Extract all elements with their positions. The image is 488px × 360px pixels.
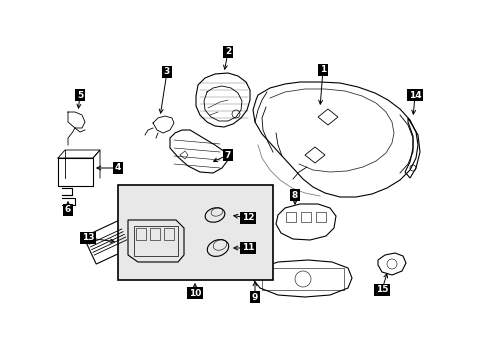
Text: 5: 5: [77, 90, 83, 99]
Bar: [118, 185, 272, 280]
Text: 14: 14: [408, 90, 421, 99]
Text: 9: 9: [251, 292, 258, 302]
Text: 12: 12: [241, 213, 254, 222]
Text: 13: 13: [81, 234, 94, 243]
Text: 3: 3: [163, 68, 170, 77]
Bar: [58, 158, 93, 186]
Bar: [150, 228, 160, 240]
Text: 7: 7: [224, 150, 231, 159]
Bar: [134, 226, 178, 256]
Bar: [136, 228, 146, 240]
Text: 15: 15: [375, 285, 387, 294]
Text: 1: 1: [319, 66, 325, 75]
Bar: [301, 212, 310, 222]
Bar: [285, 212, 295, 222]
Text: 11: 11: [241, 243, 254, 252]
Text: 4: 4: [115, 163, 121, 172]
Text: 6: 6: [65, 206, 71, 215]
Text: 8: 8: [291, 190, 298, 199]
Text: 2: 2: [224, 48, 231, 57]
Bar: [315, 212, 325, 222]
Bar: [262, 268, 343, 290]
Bar: [163, 228, 174, 240]
Text: 10: 10: [188, 288, 201, 297]
